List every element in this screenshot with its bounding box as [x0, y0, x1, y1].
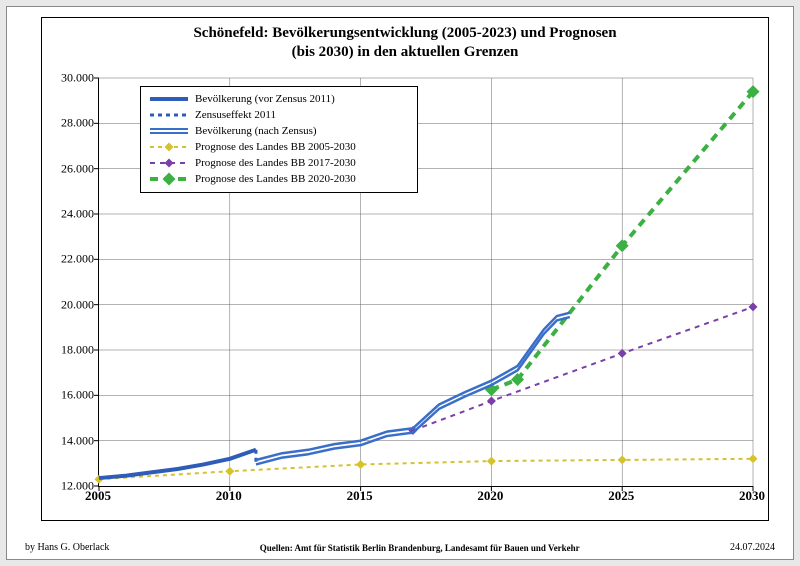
legend: Bevölkerung (vor Zensus 2011) Zensuseffek… [140, 86, 418, 193]
x-tick-label: 2015 [347, 488, 373, 504]
x-tick-label: 2005 [85, 488, 111, 504]
title-line-1: Schönefeld: Bevölkerungsentwicklung (200… [42, 24, 768, 43]
outer-frame: Schönefeld: Bevölkerungsentwicklung (200… [6, 6, 794, 560]
chart-container: Schönefeld: Bevölkerungsentwicklung (200… [41, 17, 769, 521]
legend-item: Prognose des Landes BB 2005-2030 [149, 139, 409, 155]
y-tick-label: 18.000 [61, 343, 94, 358]
y-tick-label: 30.000 [61, 71, 94, 86]
legend-swatch [149, 140, 189, 154]
legend-item: Zensuseffekt 2011 [149, 107, 409, 123]
legend-swatch [149, 92, 189, 106]
legend-label: Prognose des Landes BB 2017-2030 [195, 157, 356, 169]
y-tick-label: 28.000 [61, 116, 94, 131]
legend-swatch [149, 156, 189, 170]
footer-source: Quellen: Amt für Statistik Berlin Brande… [109, 543, 730, 553]
legend-item: Bevölkerung (vor Zensus 2011) [149, 91, 409, 107]
x-tick-label: 2020 [477, 488, 503, 504]
legend-label: Bevölkerung (nach Zensus) [195, 125, 317, 137]
footer-author: by Hans G. Oberlack [25, 542, 109, 553]
x-tick-label: 2010 [216, 488, 242, 504]
title-line-2: (bis 2030) in den aktuellen Grenzen [42, 43, 768, 62]
legend-item: Prognose des Landes BB 2017-2030 [149, 155, 409, 171]
y-tick-label: 16.000 [61, 388, 94, 403]
legend-item: Prognose des Landes BB 2020-2030 [149, 171, 409, 187]
chart-title: Schönefeld: Bevölkerungsentwicklung (200… [42, 24, 768, 62]
legend-item: Bevölkerung (nach Zensus) [149, 123, 409, 139]
y-tick-label: 14.000 [61, 433, 94, 448]
y-tick-label: 26.000 [61, 161, 94, 176]
legend-swatch [149, 108, 189, 122]
legend-label: Prognose des Landes BB 2005-2030 [195, 141, 356, 153]
x-tick-label: 2025 [608, 488, 634, 504]
y-tick-label: 22.000 [61, 252, 94, 267]
footer-date: 24.07.2024 [730, 542, 775, 553]
footer: by Hans G. Oberlack Quellen: Amt für Sta… [7, 542, 793, 553]
legend-swatch [149, 124, 189, 138]
legend-label: Zensuseffekt 2011 [195, 109, 276, 121]
y-tick-label: 24.000 [61, 207, 94, 222]
y-tick-label: 20.000 [61, 297, 94, 312]
legend-label: Bevölkerung (vor Zensus 2011) [195, 93, 335, 105]
x-tick-label: 2030 [739, 488, 765, 504]
legend-swatch [149, 172, 189, 186]
legend-label: Prognose des Landes BB 2020-2030 [195, 173, 356, 185]
